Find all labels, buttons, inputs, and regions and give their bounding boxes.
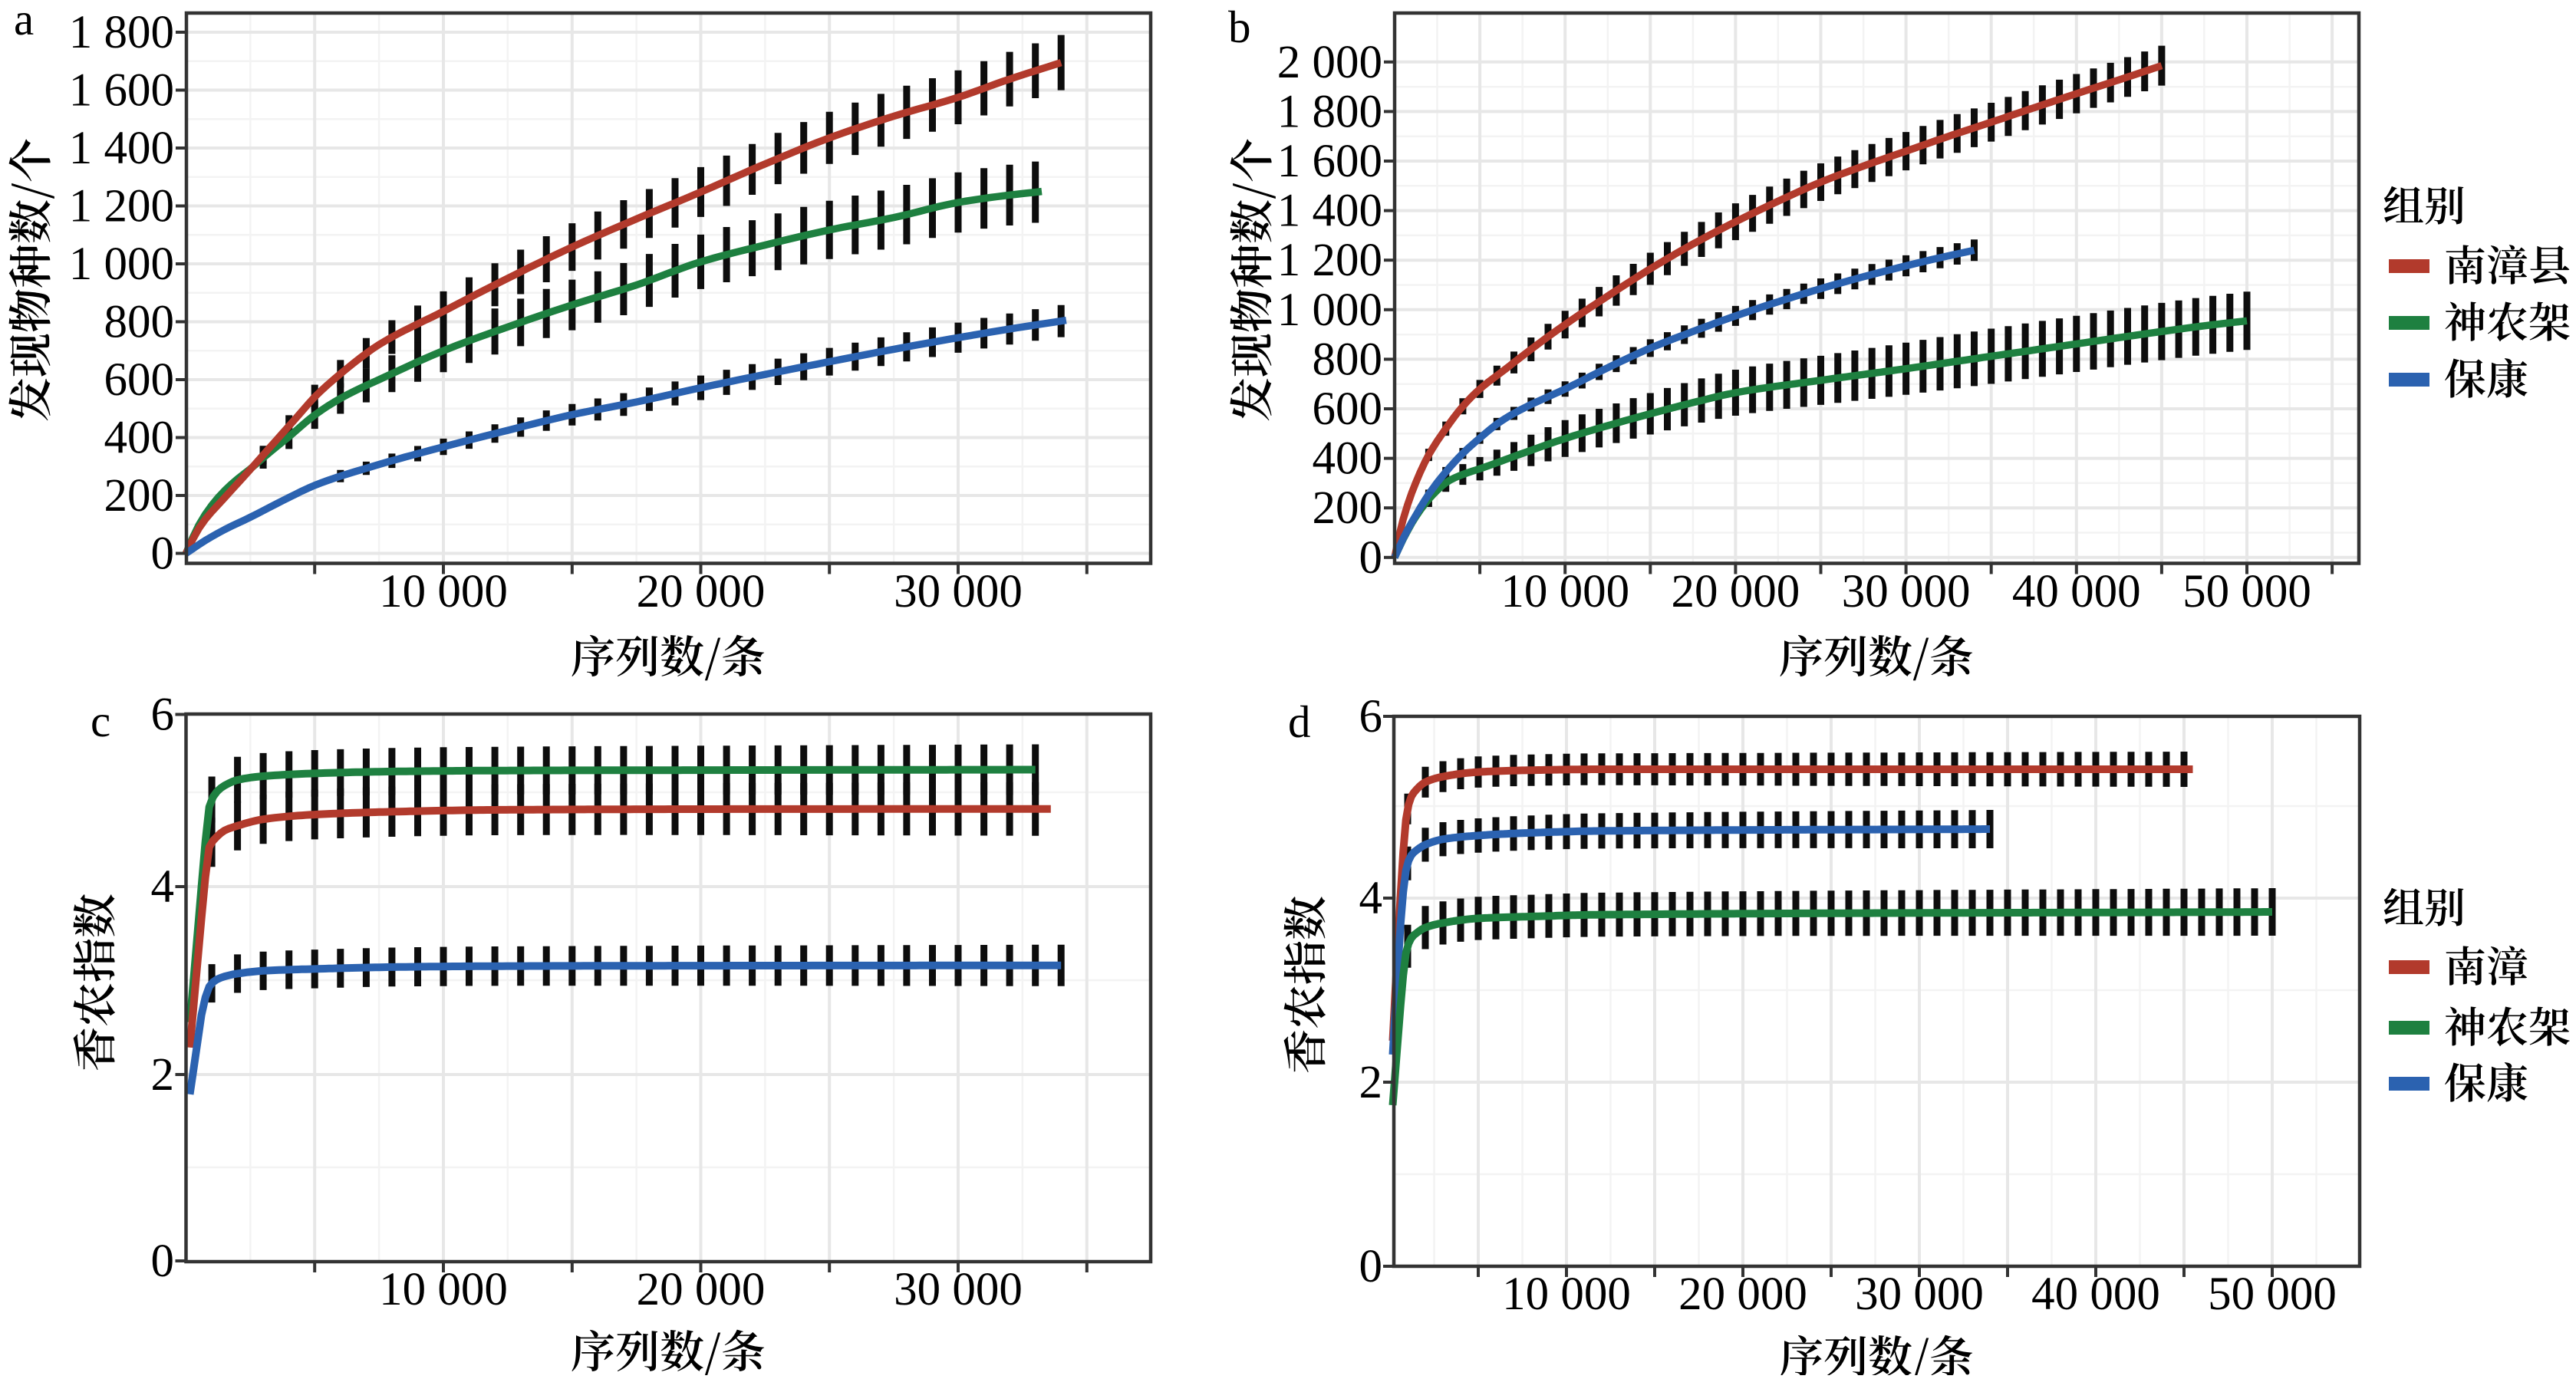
svg-text:1 400: 1 400: [1277, 186, 1382, 237]
svg-text:1 800: 1 800: [1277, 86, 1382, 137]
svg-text:6: 6: [151, 690, 175, 741]
svg-text:2: 2: [151, 1049, 175, 1101]
svg-text:a: a: [14, 0, 34, 44]
svg-text:0: 0: [1359, 1241, 1383, 1292]
svg-text:2 000: 2 000: [1277, 37, 1382, 88]
svg-text:c: c: [91, 696, 110, 746]
svg-text:1 600: 1 600: [69, 65, 174, 117]
svg-text:200: 200: [104, 470, 175, 522]
svg-text:600: 600: [1313, 383, 1383, 435]
svg-text:1 600: 1 600: [1277, 136, 1382, 187]
svg-text:4: 4: [1359, 873, 1383, 924]
svg-text:30 000: 30 000: [1855, 1269, 1984, 1320]
svg-text:30 000: 30 000: [894, 1264, 1023, 1315]
svg-text:800: 800: [104, 297, 175, 348]
svg-text:10 000: 10 000: [1500, 566, 1629, 617]
svg-text:1 400: 1 400: [69, 123, 174, 174]
svg-text:400: 400: [104, 413, 175, 464]
svg-text:4: 4: [151, 861, 175, 913]
svg-text:1 800: 1 800: [69, 7, 174, 58]
svg-text:0: 0: [151, 528, 175, 580]
svg-text:0: 0: [151, 1236, 175, 1287]
svg-text:50 000: 50 000: [2182, 566, 2311, 617]
svg-text:800: 800: [1313, 334, 1383, 385]
svg-text:2: 2: [1359, 1057, 1383, 1108]
svg-text:1 000: 1 000: [1277, 285, 1382, 336]
svg-text:d: d: [1288, 696, 1311, 747]
svg-text:10 000: 10 000: [379, 566, 508, 617]
svg-text:20 000: 20 000: [1672, 566, 1800, 617]
svg-text:6: 6: [1359, 691, 1383, 742]
svg-text:b: b: [1228, 2, 1251, 52]
svg-text:20 000: 20 000: [1678, 1269, 1807, 1320]
svg-text:40 000: 40 000: [2031, 1269, 2160, 1320]
svg-text:20 000: 20 000: [637, 566, 766, 617]
svg-text:1 200: 1 200: [1277, 235, 1382, 286]
svg-text:1 200: 1 200: [69, 181, 174, 232]
svg-text:30 000: 30 000: [894, 566, 1023, 617]
svg-text:400: 400: [1313, 433, 1383, 485]
svg-text:40 000: 40 000: [2012, 566, 2141, 617]
svg-text:10 000: 10 000: [379, 1264, 508, 1315]
svg-text:10 000: 10 000: [1502, 1269, 1631, 1320]
svg-text:50 000: 50 000: [2208, 1269, 2337, 1320]
svg-text:30 000: 30 000: [1842, 566, 1971, 617]
svg-text:20 000: 20 000: [637, 1264, 766, 1315]
svg-text:200: 200: [1313, 482, 1383, 534]
svg-text:600: 600: [104, 354, 175, 406]
svg-text:0: 0: [1359, 532, 1383, 584]
svg-text:1 000: 1 000: [69, 239, 174, 290]
